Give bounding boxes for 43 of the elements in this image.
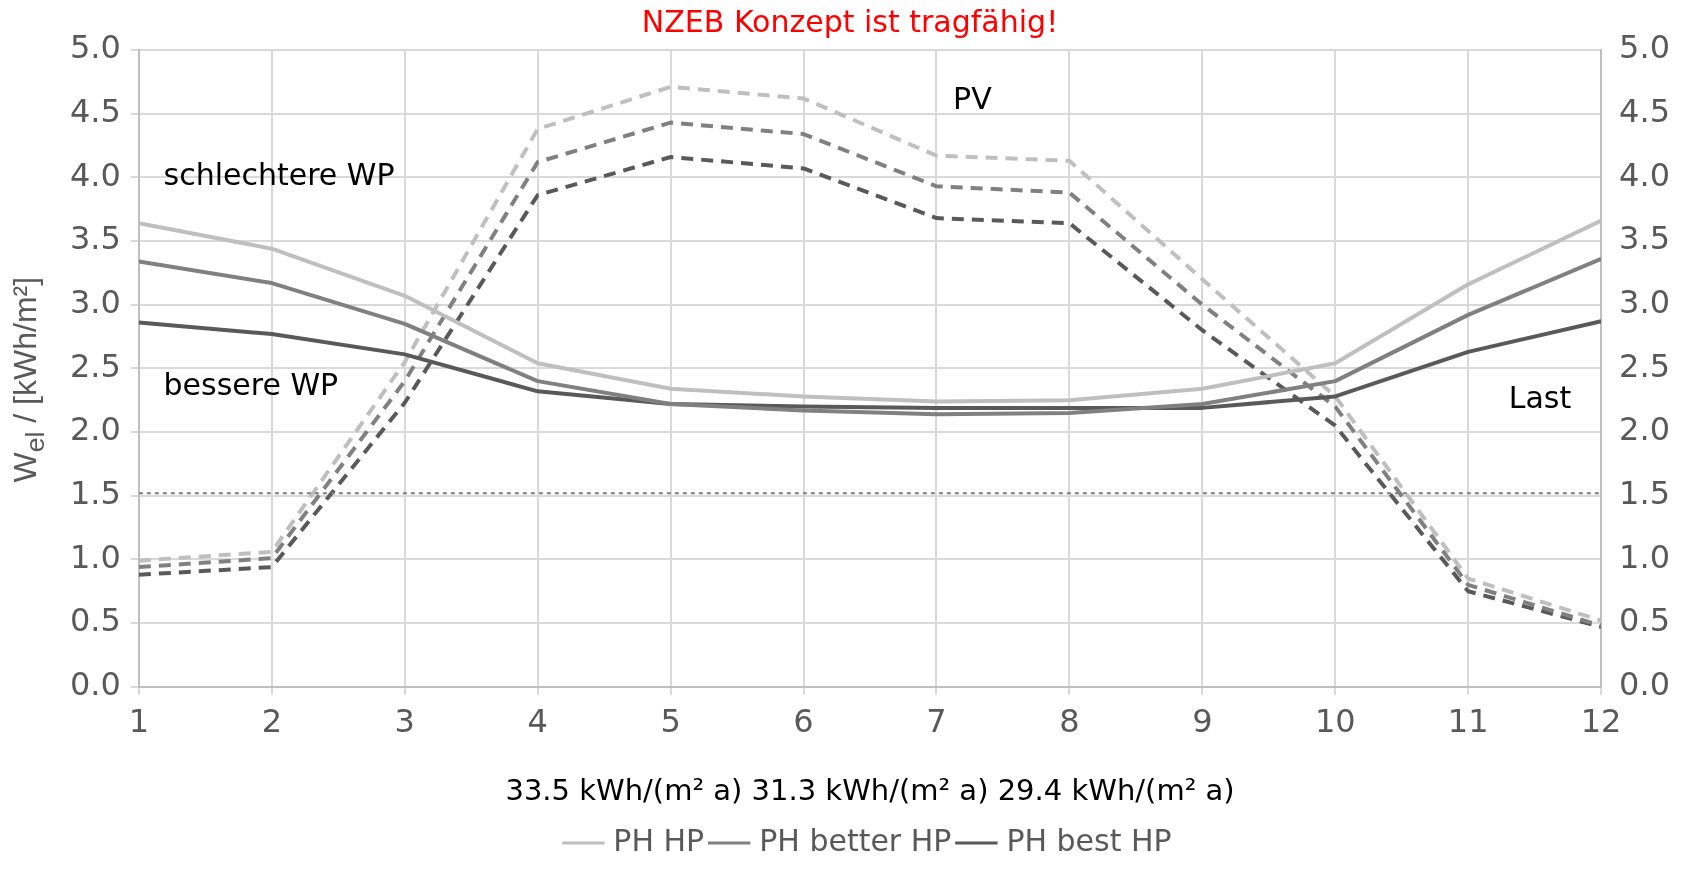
y-tick-label: 3.0 — [70, 283, 121, 322]
y2-tick-label: 2.0 — [1619, 410, 1670, 449]
x-axis-title: 33.5 kWh/(m² a) 31.3 kWh/(m² a) 29.4 kWh/(m² a) — [505, 773, 1235, 808]
y2-tick-label: 3.5 — [1619, 219, 1670, 258]
y2-tick-label: 4.5 — [1619, 91, 1670, 130]
y2-tick-label: 1.5 — [1619, 474, 1670, 513]
legend-label: PH HP — [613, 822, 705, 858]
x-tick-label: 11 — [1447, 702, 1489, 741]
x-tick-label: 10 — [1314, 702, 1356, 741]
x-tick-label: 8 — [1059, 702, 1080, 741]
y-tick-label: 2.5 — [70, 346, 121, 385]
x-tick-label: 6 — [793, 702, 814, 741]
y2-tick-label: 1.0 — [1619, 537, 1670, 576]
annotation: bessere WP — [163, 367, 339, 403]
y-tick-label: 0.5 — [70, 601, 121, 640]
legend-label: PH better HP — [759, 822, 952, 858]
y-tick-label: 4.0 — [70, 155, 121, 194]
x-tick-label: 2 — [261, 702, 282, 741]
y2-tick-label: 0.5 — [1619, 601, 1670, 640]
annotation: schlechtere WP — [163, 157, 395, 193]
y2-tick-label: 2.5 — [1619, 346, 1670, 385]
y2-tick-label: 4.0 — [1619, 155, 1670, 194]
chart-title: NZEB Konzept ist tragfähig! — [641, 4, 1059, 39]
legend-label: PH best HP — [1006, 822, 1172, 858]
x-tick-label: 12 — [1580, 702, 1622, 741]
y-tick-label: 4.5 — [70, 91, 121, 130]
y2-tick-label: 5.0 — [1619, 28, 1670, 67]
y-tick-label: 0.0 — [70, 665, 121, 704]
y-tick-label: 2.0 — [70, 410, 121, 449]
y-tick-label: 1.0 — [70, 537, 121, 576]
annotation: Last — [1508, 380, 1572, 416]
y2-tick-label: 0.0 — [1619, 665, 1670, 704]
y-tick-label: 5.0 — [70, 28, 121, 67]
x-tick-label: 9 — [1192, 702, 1213, 741]
y2-tick-label: 3.0 — [1619, 283, 1670, 322]
x-tick-label: 1 — [128, 702, 150, 741]
x-tick-label: 5 — [660, 702, 681, 741]
y-tick-label: 3.5 — [70, 219, 121, 258]
annotation: PV — [953, 80, 993, 116]
y-tick-label: 1.5 — [70, 474, 121, 513]
x-tick-label: 3 — [394, 702, 415, 741]
x-tick-label: 4 — [527, 702, 548, 741]
x-tick-label: 7 — [926, 702, 947, 741]
